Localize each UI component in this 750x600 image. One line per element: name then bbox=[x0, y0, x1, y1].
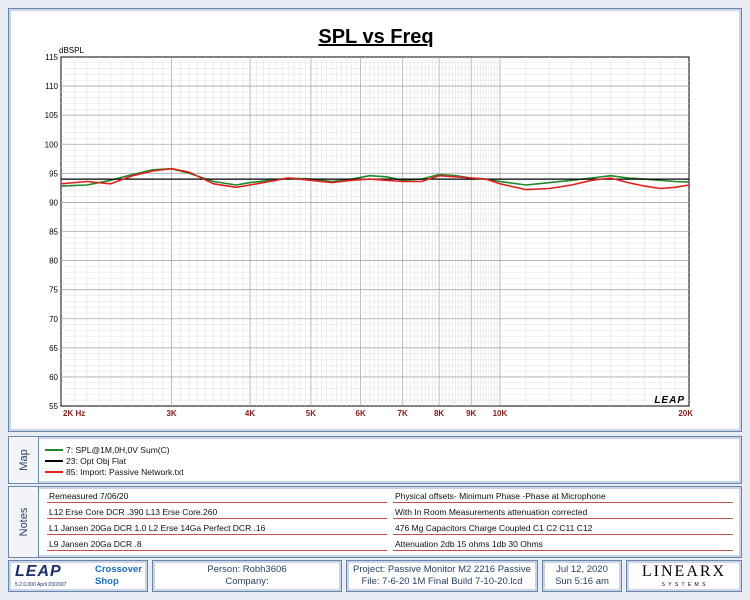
x-tick-label: 20K bbox=[678, 409, 693, 418]
legend-label: 23: Opt Obj Flat bbox=[66, 455, 126, 466]
notes-tab-label: Notes bbox=[17, 507, 30, 537]
notes-panel: Notes Remeasured 7/06/20 L12 Erse Core D… bbox=[8, 486, 742, 558]
y-tick-label: 65 bbox=[49, 344, 58, 353]
y-axis-label: dBSPL bbox=[59, 46, 84, 55]
company-text: Company: bbox=[225, 576, 269, 587]
vendor-box: LINEARX S Y S T E M S bbox=[626, 560, 742, 592]
note-line[interactable]: L9 Jansen 20Ga DCR .8 bbox=[47, 539, 387, 551]
x-tick-label: 4K bbox=[245, 409, 255, 418]
module-name: Crossover Shop bbox=[95, 564, 142, 588]
leap-logo: LEAP bbox=[15, 563, 62, 580]
y-tick-label: 90 bbox=[49, 198, 58, 207]
y-tick-label: 85 bbox=[49, 228, 58, 237]
person-box: Person: Robh3606 Company: bbox=[152, 560, 342, 592]
leap-watermark: LEAP bbox=[654, 395, 685, 406]
y-tick-label: 70 bbox=[49, 315, 58, 324]
legend-label: 85: Import: Passive Network.txt bbox=[66, 466, 184, 477]
linearx-logo: LINEARX bbox=[641, 563, 727, 580]
legend-swatch bbox=[45, 470, 63, 473]
note-line[interactable]: Physical offsets- Minimum Phase -Phase a… bbox=[393, 491, 733, 503]
project-box: Project: Passive Monitor M2 2216 Passive… bbox=[346, 560, 538, 592]
x-tick-label: 5K bbox=[306, 409, 316, 418]
y-tick-label: 110 bbox=[45, 82, 58, 91]
map-tab-label: Map bbox=[17, 449, 30, 471]
legend-swatch bbox=[45, 459, 63, 462]
x-tick-label: 9K bbox=[466, 409, 476, 418]
y-tick-label: 55 bbox=[49, 402, 58, 411]
legend-item[interactable]: 7: SPL@1M,0H,0V Sum(C) bbox=[45, 444, 170, 455]
x-tick-label: 10K bbox=[493, 409, 508, 418]
y-tick-label: 95 bbox=[49, 169, 58, 178]
spl-chart: SPL vs Freq dBSPL 55 60 65 70 75 80 85 90 95 100 1… bbox=[45, 26, 694, 418]
y-tick-label: 75 bbox=[49, 286, 58, 295]
y-tick-label: 80 bbox=[49, 257, 58, 266]
legend-swatch bbox=[45, 448, 63, 451]
grid bbox=[61, 57, 689, 406]
x-tick-label: 8K bbox=[434, 409, 444, 418]
vendor-subtitle: S Y S T E M S bbox=[661, 582, 707, 588]
file-text: File: 7-6-20 1M Final Build 7-10-20.lcd bbox=[361, 576, 523, 587]
footer-bar: LEAP 5.2.0.000 April 03/2007 Crossover S… bbox=[8, 560, 742, 592]
notes-tab[interactable]: Notes bbox=[9, 487, 39, 557]
note-line[interactable]: L1 Jansen 20Ga DCR 1.0 L2 Erse 14Ga Perf… bbox=[47, 523, 387, 535]
note-line[interactable]: Attenuation 2db 15 ohms 1db 30 Ohms bbox=[393, 539, 733, 551]
x-tick-labels: 2K Hz 3K 4K 5K 6K 7K 8K 9K 10K 20K bbox=[63, 409, 693, 418]
y-tick-labels: 55 60 65 70 75 80 85 90 95 100 105 110 115 bbox=[45, 53, 59, 411]
map-panel: Map 7: SPL@1M,0H,0V Sum(C) 23: Opt Obj F… bbox=[8, 436, 742, 484]
x-tick-label: 2K Hz bbox=[63, 409, 85, 418]
y-tick-label: 115 bbox=[45, 53, 58, 62]
version-text: 5.2.0.000 April 03/2007 bbox=[15, 582, 67, 588]
time-text: Sun 5:16 am bbox=[555, 576, 609, 587]
note-line[interactable]: 476 Mg Capacitors Charge Coupled C1 C2 C… bbox=[393, 523, 733, 535]
note-line[interactable]: L12 Erse Core DCR .390 L13 Erse Core.260 bbox=[47, 507, 387, 519]
note-line[interactable]: Remeasured 7/06/20 bbox=[47, 491, 387, 503]
y-tick-label: 60 bbox=[49, 373, 58, 382]
module-line1: Crossover bbox=[95, 564, 142, 575]
legend-item[interactable]: 85: Import: Passive Network.txt bbox=[45, 466, 184, 477]
legend-item[interactable]: 23: Opt Obj Flat bbox=[45, 455, 126, 466]
y-tick-label: 105 bbox=[45, 111, 59, 120]
legend-label: 7: SPL@1M,0H,0V Sum(C) bbox=[66, 444, 170, 455]
project-text: Project: Passive Monitor M2 2216 Passive bbox=[353, 564, 531, 575]
series-lines bbox=[60, 167, 690, 191]
x-tick-label: 3K bbox=[166, 409, 176, 418]
note-line[interactable]: With In Room Measurements attenuation co… bbox=[393, 507, 733, 519]
date-text: Jul 12, 2020 bbox=[556, 564, 608, 575]
chart-panel: SPL vs Freq dBSPL 55 60 65 70 75 80 85 90 95 100 1… bbox=[8, 8, 742, 432]
series-line-3 bbox=[60, 167, 690, 191]
datetime-box: Jul 12, 2020 Sun 5:16 am bbox=[542, 560, 622, 592]
module-line2: Shop bbox=[95, 576, 119, 587]
brand-box: LEAP 5.2.0.000 April 03/2007 Crossover S… bbox=[8, 560, 148, 592]
x-tick-label: 7K bbox=[398, 409, 408, 418]
chart-title: SPL vs Freq bbox=[318, 26, 433, 48]
y-tick-label: 100 bbox=[45, 140, 59, 149]
person-text: Person: Robh3606 bbox=[207, 564, 287, 575]
x-tick-label: 6K bbox=[356, 409, 366, 418]
map-tab[interactable]: Map bbox=[9, 437, 39, 483]
